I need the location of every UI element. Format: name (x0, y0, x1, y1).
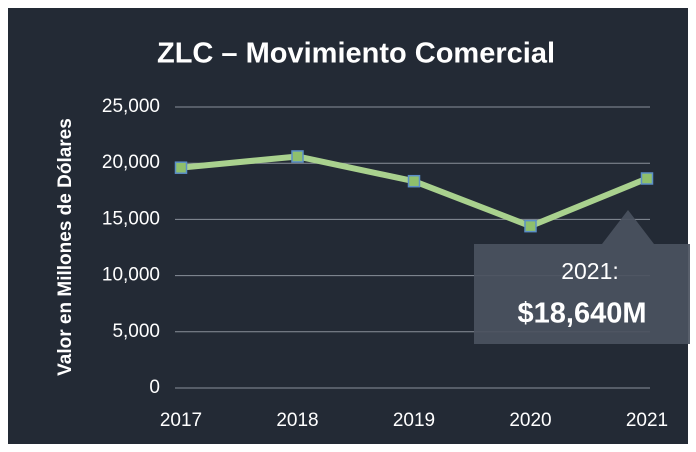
annotation-callout: 2021: $18,640M (474, 210, 690, 344)
y-tick-label: 10,000 (102, 265, 160, 286)
y-axis-label: Valor en Millones de Dólares (55, 118, 76, 376)
x-tick-label: 2021 (626, 410, 668, 431)
plot-area: 0 5,000 10,000 15,000 20,000 25,000 2017 2018 20… (102, 96, 690, 431)
data-point (291, 150, 304, 163)
y-tick-label: 20,000 (102, 152, 160, 173)
y-tick-label: 25,000 (102, 96, 160, 117)
y-tick-label: 5,000 (112, 321, 160, 342)
data-point (174, 161, 188, 174)
x-tick-label: 2020 (509, 410, 551, 431)
x-tick-label: 2019 (393, 410, 435, 431)
y-tick-label: 15,000 (102, 208, 160, 229)
x-tick-label: 2018 (276, 410, 318, 431)
data-point (407, 174, 421, 188)
annotation-label: 2021: (561, 258, 619, 284)
callout-box (474, 210, 690, 344)
chart-title: ZLC – Movimiento Comercial (157, 38, 555, 70)
x-tick-label: 2017 (160, 410, 202, 431)
data-point (524, 219, 537, 233)
annotation-value: $18,640M (518, 298, 647, 330)
background-panel (8, 8, 688, 444)
y-tick-label: 0 (149, 377, 160, 398)
data-point (640, 172, 654, 185)
